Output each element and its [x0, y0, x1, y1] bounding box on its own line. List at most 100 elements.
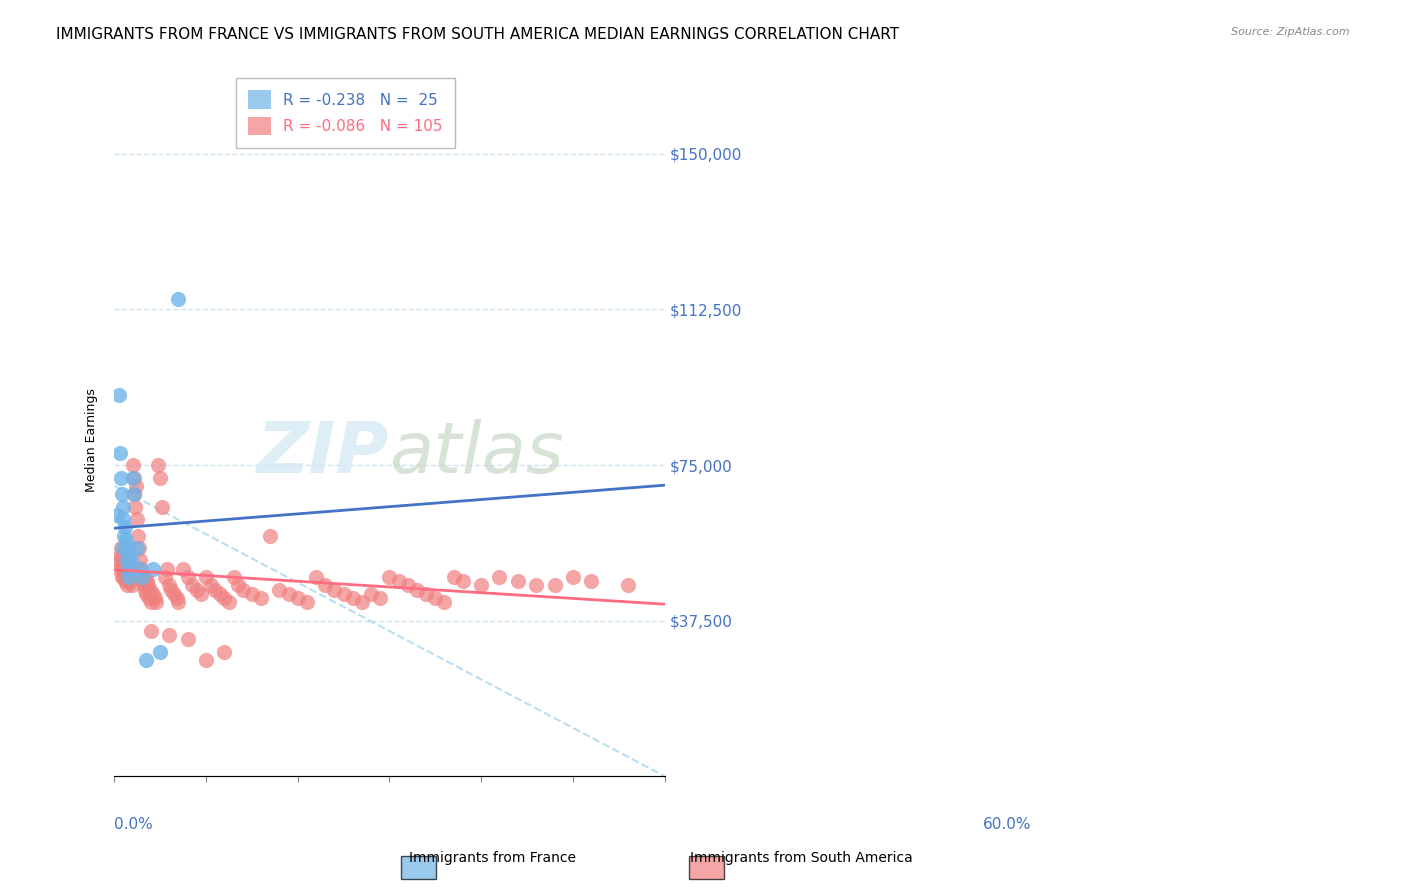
Point — [121, 470, 143, 484]
Point — [488, 570, 510, 584]
Point — [342, 591, 364, 605]
Point — [470, 578, 492, 592]
Point — [118, 541, 141, 555]
Point — [305, 570, 328, 584]
Point — [181, 578, 204, 592]
Y-axis label: Median Earnings: Median Earnings — [86, 388, 98, 492]
Point — [222, 570, 245, 584]
Point — [157, 628, 180, 642]
Point — [112, 562, 135, 576]
Text: 0.0%: 0.0% — [114, 816, 153, 831]
Point — [204, 582, 226, 597]
Point — [167, 292, 190, 306]
Point — [368, 591, 391, 605]
Point — [176, 570, 198, 584]
Point — [112, 528, 135, 542]
Text: Source: ZipAtlas.com: Source: ZipAtlas.com — [1232, 27, 1350, 37]
Legend: R = -0.238   N =  25, R = -0.086   N = 105: R = -0.238 N = 25, R = -0.086 N = 105 — [236, 78, 456, 147]
Point — [115, 578, 138, 592]
Point — [226, 578, 249, 592]
Point — [378, 570, 401, 584]
Point — [142, 562, 165, 576]
Point — [122, 470, 145, 484]
Point — [139, 595, 162, 609]
Point — [135, 587, 157, 601]
Point — [110, 487, 132, 501]
Point — [433, 595, 456, 609]
Point — [387, 574, 409, 589]
Point — [157, 578, 180, 592]
Point — [156, 562, 179, 576]
Point — [506, 574, 529, 589]
Point — [118, 574, 141, 589]
Point — [579, 574, 602, 589]
Point — [112, 570, 135, 584]
Point — [117, 553, 139, 567]
Point — [543, 578, 565, 592]
Point — [139, 624, 162, 638]
Text: 60.0%: 60.0% — [983, 816, 1032, 831]
Point — [186, 582, 208, 597]
Point — [176, 632, 198, 647]
Point — [287, 591, 309, 605]
Point — [200, 578, 222, 592]
Point — [167, 595, 190, 609]
Point — [110, 470, 132, 484]
Point — [617, 578, 640, 592]
Point — [120, 553, 142, 567]
Point — [160, 582, 183, 597]
Point — [240, 587, 263, 601]
Point — [108, 562, 131, 576]
Point — [190, 587, 212, 601]
Point — [295, 595, 318, 609]
Point — [118, 570, 141, 584]
Point — [153, 570, 176, 584]
Point — [129, 562, 152, 576]
Text: Immigrants from South America: Immigrants from South America — [690, 851, 912, 865]
Point — [131, 570, 153, 584]
Point — [143, 591, 166, 605]
Point — [195, 570, 218, 584]
Point — [150, 500, 173, 514]
Point — [115, 533, 138, 547]
Point — [148, 458, 170, 472]
Point — [107, 553, 129, 567]
Point — [443, 570, 465, 584]
Point — [128, 541, 150, 555]
Point — [396, 578, 419, 592]
Point — [108, 387, 131, 401]
Point — [114, 574, 136, 589]
Point — [124, 487, 146, 501]
Point — [131, 574, 153, 589]
Point — [110, 570, 132, 584]
Point — [112, 512, 135, 526]
Point — [360, 587, 382, 601]
Point — [114, 520, 136, 534]
Point — [524, 578, 547, 592]
Point — [108, 549, 131, 564]
Text: ZIP: ZIP — [257, 419, 389, 488]
Point — [131, 570, 153, 584]
Point — [214, 591, 236, 605]
Point — [208, 587, 231, 601]
Point — [259, 528, 281, 542]
Point — [115, 570, 138, 584]
Point — [332, 587, 354, 601]
Point — [195, 653, 218, 667]
Point — [163, 587, 186, 601]
Point — [214, 645, 236, 659]
Text: IMMIGRANTS FROM FRANCE VS IMMIGRANTS FROM SOUTH AMERICA MEDIAN EARNINGS CORRELAT: IMMIGRANTS FROM FRANCE VS IMMIGRANTS FRO… — [56, 27, 900, 42]
Point — [149, 645, 172, 659]
Text: Immigrants from France: Immigrants from France — [409, 851, 575, 865]
Point — [111, 500, 134, 514]
Point — [132, 578, 155, 592]
Text: atlas: atlas — [389, 419, 564, 488]
Point — [269, 582, 291, 597]
Point — [139, 582, 162, 597]
Point — [134, 582, 156, 597]
Point — [142, 587, 165, 601]
Point — [129, 562, 152, 576]
Point — [124, 500, 146, 514]
Point — [117, 562, 139, 576]
Point — [121, 578, 143, 592]
